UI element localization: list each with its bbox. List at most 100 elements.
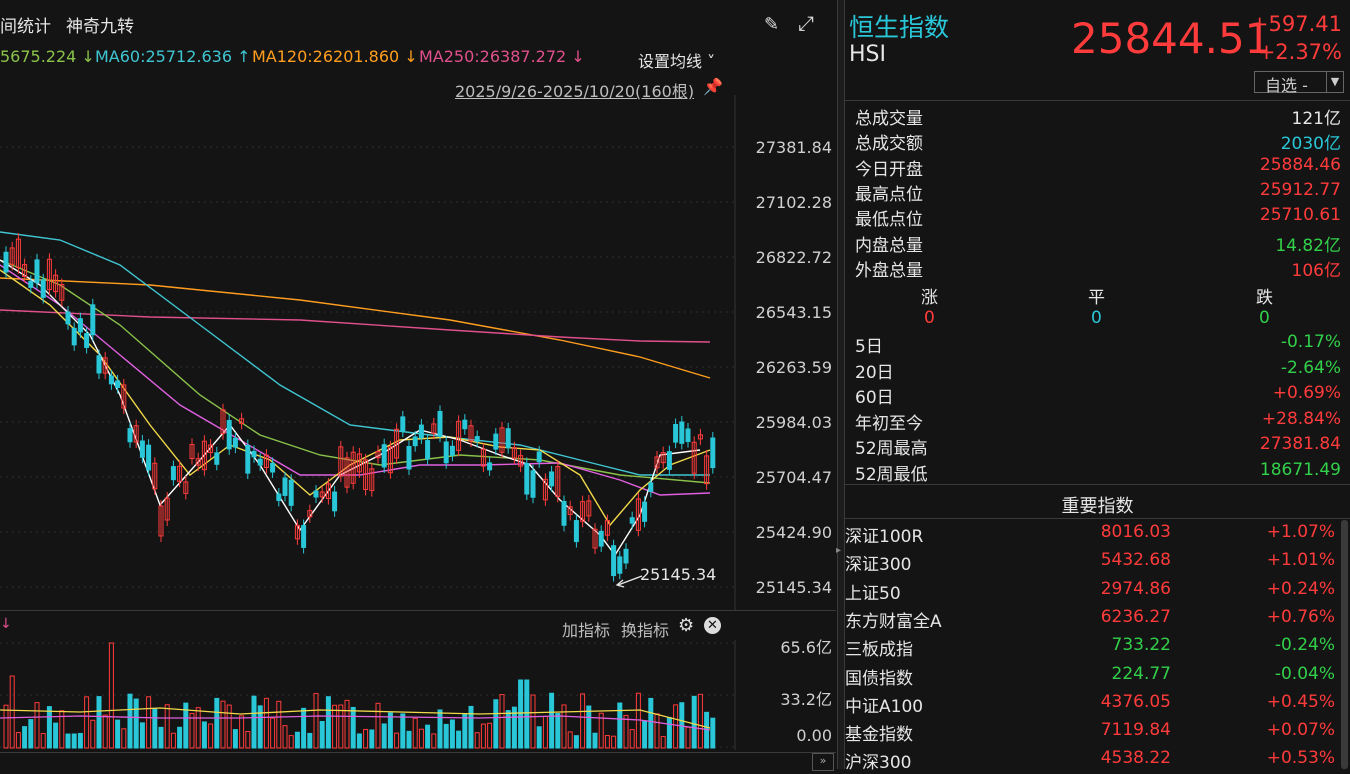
volume-bar xyxy=(102,714,108,749)
quote-panel: 恒生指数 HSI 25844.51 +597.41 +2.37% 自选 - ▼ … xyxy=(845,0,1350,773)
volume-bar xyxy=(325,696,331,749)
scroll-right-icon[interactable]: » xyxy=(812,753,834,771)
volume-bar xyxy=(201,721,207,749)
stat-row: 内盘总量 14.82亿 xyxy=(855,231,1341,256)
volume-bar xyxy=(573,735,579,749)
fullscreen-icon[interactable]: ⤢ xyxy=(798,11,814,35)
volume-bar xyxy=(493,699,499,749)
index-row[interactable]: 三板成指 733.22 -0.24% xyxy=(845,633,1339,661)
candle-body xyxy=(617,556,623,574)
volume-bar xyxy=(288,735,294,749)
volume-bar xyxy=(691,695,697,749)
switch-indicator-button[interactable]: 换指标 xyxy=(621,621,670,640)
index-row-price: 2974.86 xyxy=(1100,578,1171,599)
index-row[interactable]: 国债指数 224.77 -0.04% xyxy=(845,662,1339,690)
candle-body xyxy=(245,444,251,474)
volume-bar xyxy=(183,702,189,749)
pin-icon[interactable]: 📌 xyxy=(703,77,723,96)
candle-body xyxy=(127,428,133,443)
magic-nine-tab[interactable]: 神奇九转 xyxy=(66,17,134,37)
candle-body xyxy=(623,548,629,564)
index-row[interactable]: 中证A100 4376.05 +0.45% xyxy=(845,690,1339,718)
indicator-arrow-icon: ↓ xyxy=(0,616,12,632)
down-count-label: 跌 xyxy=(1256,288,1273,308)
stat-label: 最低点位 xyxy=(855,210,923,231)
volume-bar xyxy=(59,710,65,749)
price-tick: 26263.59 xyxy=(755,358,832,377)
index-row[interactable]: 沪深300 4538.22 +0.53% xyxy=(845,746,1339,774)
volume-bar xyxy=(139,722,145,749)
stat-row: 总成交额 2030亿 xyxy=(855,129,1341,154)
volume-bar xyxy=(338,704,344,749)
volume-bar xyxy=(276,700,282,749)
candle-body xyxy=(561,500,567,526)
candle-body xyxy=(604,520,610,536)
ma60-label: MA60:25712.636 ↑ xyxy=(95,47,251,66)
price-change: +597.41 xyxy=(1250,12,1342,36)
index-row-change: +0.24% xyxy=(1266,578,1335,599)
volume-bar xyxy=(418,728,424,749)
period-label: 52周最高 xyxy=(855,439,928,459)
interval-stats-tab[interactable]: 间统计 xyxy=(0,17,51,37)
candle-body xyxy=(394,428,400,459)
candle-body xyxy=(666,451,672,470)
index-code: HSI xyxy=(849,42,886,67)
stat-row: 外盘总量 106亿 xyxy=(855,256,1341,281)
volume-bar xyxy=(474,732,480,749)
volume-bar xyxy=(604,735,610,749)
period-value: +0.69% xyxy=(1272,383,1341,403)
gear-icon[interactable]: ⚙ xyxy=(678,615,695,636)
candle-body xyxy=(555,466,561,497)
ma-line xyxy=(0,277,711,379)
indices-scrollbar[interactable] xyxy=(1341,520,1348,769)
volume-bar xyxy=(542,715,548,749)
candle-body xyxy=(325,483,331,500)
volume-bar xyxy=(90,719,96,749)
index-row[interactable]: 上证50 2974.86 +0.24% xyxy=(845,577,1339,605)
volume-bar xyxy=(400,713,406,749)
index-row-change: -0.04% xyxy=(1274,663,1335,684)
volume-tick: 65.6亿 xyxy=(780,638,832,657)
volume-tick: 0.00 xyxy=(796,726,832,745)
close-icon[interactable]: ✕ xyxy=(704,617,721,634)
price-tick: 25145.34 xyxy=(755,578,832,597)
index-row[interactable]: 深证300 5432.68 +1.01% xyxy=(845,548,1339,576)
volume-bar xyxy=(555,713,561,749)
volume-bar xyxy=(623,714,629,749)
price-tick: 25984.03 xyxy=(755,413,832,432)
candle-body xyxy=(28,280,34,288)
candle-body xyxy=(524,462,530,495)
volume-bar xyxy=(195,707,201,749)
candle-body xyxy=(282,477,288,496)
collapse-panel-icon[interactable]: ▸ xyxy=(836,545,842,556)
chevron-down-icon[interactable]: ▼ xyxy=(1326,72,1343,92)
low-arrow-icon xyxy=(615,575,643,588)
candle-body xyxy=(406,446,412,470)
volume-bar xyxy=(673,704,679,749)
add-indicator-button[interactable]: 加指标 xyxy=(562,621,611,640)
volume-bar xyxy=(449,719,455,749)
candle-body xyxy=(133,425,139,443)
ma-line xyxy=(0,259,711,484)
volume-bar xyxy=(71,733,77,749)
ma-settings-button[interactable]: 设置均线 ˅ xyxy=(638,52,716,71)
index-row[interactable]: 深证100R 8016.03 +1.07% xyxy=(845,520,1339,548)
stat-row: 总成交量 121亿 xyxy=(855,104,1341,129)
period-row: 52周最低 18671.49 xyxy=(855,460,1341,485)
volume-bar xyxy=(121,728,127,749)
candle-body xyxy=(53,274,59,293)
volume-bar xyxy=(3,704,9,749)
watchlist-dropdown[interactable]: 自选 - ▼ xyxy=(1254,71,1344,95)
stat-value: 14.82亿 xyxy=(1275,235,1341,256)
candle-body xyxy=(40,279,46,298)
draw-pen-icon[interactable]: ✎ xyxy=(764,14,780,35)
date-range-label[interactable]: 2025/9/26-2025/10/20(160根) xyxy=(455,82,695,101)
index-row[interactable]: 基金指数 7119.84 +0.07% xyxy=(845,718,1339,746)
candle-body xyxy=(704,455,710,485)
period-row: 5日 -0.17% xyxy=(855,332,1341,357)
stat-value: 106亿 xyxy=(1291,260,1341,281)
volume-bar xyxy=(387,712,393,749)
candle-body xyxy=(257,458,263,466)
index-row[interactable]: 东方财富全A 6236.27 +0.76% xyxy=(845,605,1339,633)
candle-body xyxy=(263,454,269,469)
